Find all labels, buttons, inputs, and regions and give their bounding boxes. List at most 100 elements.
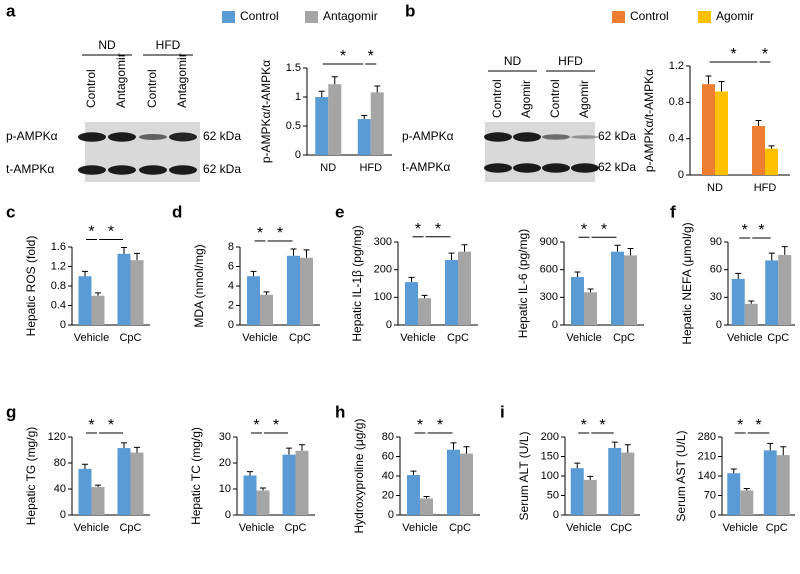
- error-bar: [755, 120, 762, 126]
- y-tick-label: 600: [540, 264, 558, 276]
- x-tick-label: HFD: [754, 182, 777, 194]
- blot-band: [542, 134, 570, 140]
- significance-star: *: [88, 417, 94, 434]
- error-bar: [574, 462, 581, 469]
- blot-band: [169, 165, 197, 175]
- x-tick-label: Vehicle: [239, 522, 274, 534]
- error-bar: [461, 244, 468, 252]
- lane-label: Control: [84, 69, 98, 108]
- significance-star: *: [415, 221, 421, 238]
- x-tick-label: CpC: [613, 332, 635, 344]
- y-tick-label: 70: [704, 489, 716, 501]
- significance-star: *: [737, 417, 743, 434]
- y-tick-label: 0: [295, 149, 301, 161]
- error-bar: [421, 294, 428, 299]
- bar: [405, 282, 418, 325]
- bar: [91, 487, 105, 515]
- y-tick-label: 0: [716, 319, 722, 331]
- error-bar: [303, 249, 310, 258]
- error-bar: [318, 90, 325, 97]
- x-tick-label: Vehicle: [566, 332, 601, 344]
- bar: [243, 475, 257, 515]
- error-bar: [614, 244, 621, 252]
- bar: [407, 475, 420, 515]
- bar: [727, 473, 741, 515]
- significance-star: *: [257, 225, 263, 242]
- y-tick-label: 60: [382, 450, 394, 462]
- panel-letter: d: [172, 202, 182, 221]
- blot-band: [108, 165, 136, 175]
- x-tick-label: Vehicle: [723, 522, 758, 534]
- x-tick-label: CpC: [119, 522, 141, 534]
- bar: [715, 91, 728, 175]
- bar: [584, 292, 597, 325]
- bar: [91, 295, 105, 325]
- blot-row-label: p-AMPKα: [6, 129, 58, 143]
- y-axis-label: p-AMPKα/t-AMPKα: [642, 69, 656, 172]
- y-tick-label: 0: [60, 509, 66, 521]
- blot-group: ND: [98, 38, 116, 52]
- bar: [447, 449, 460, 515]
- y-tick-label: 100: [374, 291, 392, 303]
- bar: [420, 498, 433, 515]
- error-bar: [767, 442, 774, 451]
- y-axis-label: MDA (nmol/mg): [192, 244, 206, 327]
- x-tick-label: CpC: [289, 332, 311, 344]
- y-tick-label: 0: [553, 509, 559, 521]
- bar: [78, 276, 92, 325]
- y-tick-label: 1: [295, 91, 301, 103]
- error-bar: [781, 246, 788, 255]
- blot-row-label: p-AMPKα: [402, 129, 454, 143]
- y-tick-label: 30: [219, 431, 231, 443]
- y-tick-label: 6: [228, 260, 234, 272]
- y-tick-label: 8: [228, 241, 234, 253]
- x-tick-label: Vehicle: [74, 332, 109, 344]
- y-tick-label: 100: [541, 470, 559, 482]
- blot-band: [484, 132, 512, 142]
- bar: [571, 277, 584, 325]
- error-bar: [134, 446, 140, 453]
- error-bar: [735, 272, 742, 279]
- lane-label: Antagomir: [114, 53, 128, 108]
- y-tick-label: 0.8: [669, 96, 684, 108]
- x-tick-label: CpC: [447, 332, 469, 344]
- y-tick-label: 1.6: [51, 241, 66, 253]
- blot-band: [484, 163, 512, 173]
- error-bar: [121, 442, 127, 449]
- error-bar: [768, 145, 775, 149]
- panel-letter: b: [405, 1, 415, 20]
- blot-band: [513, 132, 541, 142]
- significance-star: *: [88, 224, 94, 241]
- error-bar: [730, 468, 737, 474]
- significance-star: *: [253, 417, 259, 434]
- y-tick-label: 0.4: [669, 133, 684, 145]
- y-tick-label: 200: [374, 264, 392, 276]
- panel-letter: g: [6, 402, 16, 421]
- bar: [256, 490, 270, 515]
- y-tick-label: 80: [382, 431, 394, 443]
- x-tick-label: CpC: [766, 522, 788, 534]
- blot-group: HFD: [156, 38, 181, 52]
- y-axis-label: Hepatic NEFA (μmol/g): [680, 222, 694, 344]
- bar: [765, 148, 778, 175]
- panel-letter: a: [6, 1, 16, 20]
- significance-star: *: [340, 48, 346, 65]
- error-bar: [95, 292, 101, 296]
- y-tick-label: 900: [540, 236, 558, 248]
- bar: [460, 453, 473, 515]
- error-bar: [260, 487, 266, 491]
- significance-star: *: [758, 222, 764, 239]
- x-tick-label: CpC: [284, 522, 306, 534]
- error-bar: [95, 484, 101, 488]
- y-tick-label: 280: [698, 431, 716, 443]
- lane-label: Agomir: [577, 80, 591, 118]
- legend-swatch: [612, 11, 625, 23]
- bar: [300, 257, 313, 325]
- error-bar: [82, 463, 88, 469]
- bar: [287, 255, 300, 325]
- significance-star: *: [581, 221, 587, 238]
- blot-size: 62 kDa: [203, 162, 241, 176]
- bar: [247, 276, 260, 325]
- error-bar: [768, 252, 775, 261]
- y-tick-label: 1.2: [669, 60, 684, 72]
